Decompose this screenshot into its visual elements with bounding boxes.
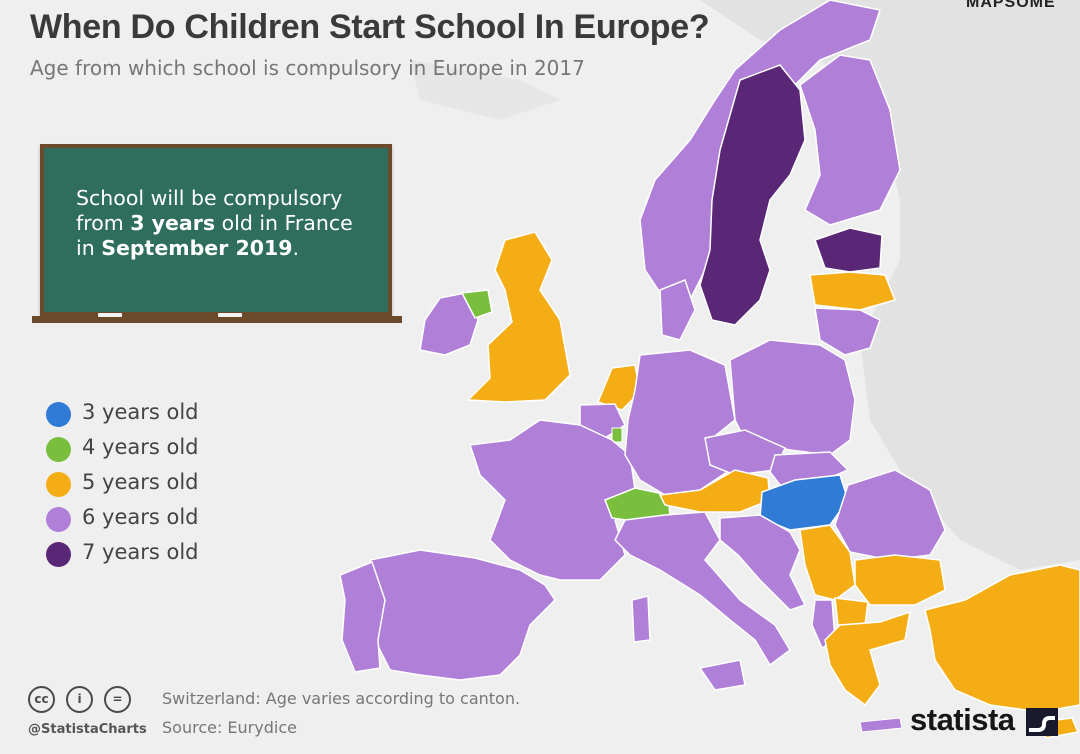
callout-line-2: from 3 years old in France	[76, 211, 353, 236]
callout-line-2-pre: from	[76, 211, 131, 235]
region-estonia	[814, 227, 883, 273]
region-denmark	[659, 279, 696, 341]
region-sweden	[699, 64, 806, 326]
legend-label: 4 years old	[82, 435, 199, 459]
cc-icon: cc	[28, 686, 55, 713]
callout-line-3-pre: in	[76, 236, 102, 260]
region-netherlands	[597, 364, 641, 411]
region-germany	[624, 349, 736, 496]
region-italy	[614, 511, 791, 667]
chalk-piece	[218, 313, 242, 317]
page-title: When Do Children Start School In Europe?	[30, 8, 710, 46]
callout-line-3: in September 2019.	[76, 236, 353, 261]
background-land-west	[410, 60, 560, 120]
callout-line-3-post: .	[292, 236, 300, 260]
callout-line-2-post: old in France	[215, 211, 353, 235]
region-latvia	[809, 271, 897, 311]
statista-logo-icon[interactable]	[1026, 708, 1058, 736]
legend-swatch	[46, 507, 71, 532]
region-sicily	[698, 659, 746, 691]
background-land	[700, 0, 1080, 570]
callout-line-3-bold: September 2019	[101, 236, 293, 260]
statista-handle[interactable]: @StatistaCharts	[28, 722, 147, 737]
legend-label: 7 years old	[82, 540, 199, 564]
region-macedonia	[834, 597, 869, 626]
watermark-text: MAPSOME	[966, 0, 1056, 11]
region-serbia	[799, 524, 856, 601]
region-croatia	[719, 514, 807, 611]
legend-label: 3 years old	[82, 400, 199, 424]
region-lithuania	[814, 307, 881, 356]
region-northern-ireland	[460, 289, 493, 319]
region-uk	[466, 231, 571, 403]
region-finland	[799, 54, 901, 226]
footnote: Switzerland: Age varies according to can…	[162, 689, 521, 708]
chalkboard-callout: School will be compulsory from 3 years o…	[40, 144, 392, 316]
legend-swatch	[46, 402, 71, 427]
legend-label: 6 years old	[82, 505, 199, 529]
region-france	[468, 419, 636, 581]
callout-line-2-bold: 3 years	[130, 211, 216, 235]
legend-swatch	[46, 542, 71, 567]
legend-swatch	[46, 472, 71, 497]
chalk-piece	[98, 313, 122, 317]
region-portugal	[339, 561, 386, 673]
region-bulgaria	[854, 554, 946, 606]
legend-label: 5 years old	[82, 470, 199, 494]
source-note: Source: Eurydice	[162, 718, 297, 737]
nd-icon: =	[104, 686, 131, 713]
region-sardinia	[631, 595, 651, 643]
legend-swatch	[46, 437, 71, 462]
region-spain	[368, 549, 556, 681]
region-luxembourg	[611, 427, 623, 443]
region-crete	[859, 717, 903, 733]
region-romania	[834, 469, 946, 561]
region-turkey	[924, 564, 1080, 713]
page-subtitle: Age from which school is compulsory in E…	[30, 56, 585, 80]
statista-logo-text[interactable]: statista	[910, 702, 1015, 737]
callout-line-1: School will be compulsory	[76, 186, 343, 210]
callout-text: School will be compulsory from 3 years o…	[76, 186, 353, 261]
chalkboard-ledge	[32, 316, 402, 323]
region-greece	[824, 610, 911, 707]
by-icon: i	[66, 686, 93, 713]
